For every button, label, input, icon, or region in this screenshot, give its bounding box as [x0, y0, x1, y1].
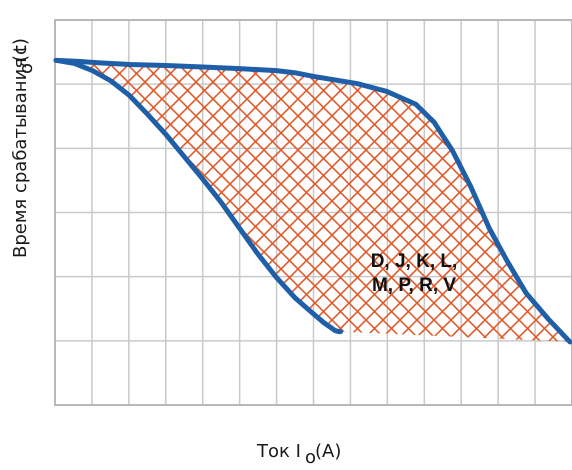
hatch-line — [232, 60, 570, 342]
x-axis-label-prefix: Ток I — [256, 441, 301, 462]
hatch-line — [198, 60, 570, 342]
hatch-line — [56, 60, 228, 342]
x-axis-label: Ток I o (A) — [256, 441, 341, 468]
hatch-line — [0, 0, 6, 470]
hatch-line — [56, 60, 194, 342]
hatch-line — [56, 60, 245, 342]
upper-trip-curve — [53, 57, 572, 345]
curves — [53, 57, 572, 345]
grid — [54, 19, 572, 406]
hatch-line — [0, 0, 6, 470]
x-axis-label-subscript: o — [305, 447, 316, 468]
lower-trip-curve — [53, 57, 344, 335]
region-label-line-1: D, J, K, L, — [371, 251, 458, 272]
hatch-line — [56, 60, 279, 342]
region-label-line-2: M, P, R, V — [372, 275, 456, 296]
plot-area — [42, 0, 572, 410]
x-axis-label-suffix: (A) — [315, 441, 341, 462]
plot-frame — [54, 19, 572, 406]
y-axis-label-suffix: (c) — [10, 38, 31, 62]
hatch-line — [56, 60, 211, 342]
y-axis-label: Время срабатывания t o (c) — [10, 38, 37, 258]
hatch-line — [181, 60, 570, 342]
hatch-line — [249, 60, 570, 342]
y-axis-label-subscript: o — [16, 63, 37, 74]
hatch-line — [56, 60, 262, 342]
hatch-line — [215, 60, 570, 342]
y-axis-label-prefix: Время срабатывания t — [10, 45, 31, 258]
